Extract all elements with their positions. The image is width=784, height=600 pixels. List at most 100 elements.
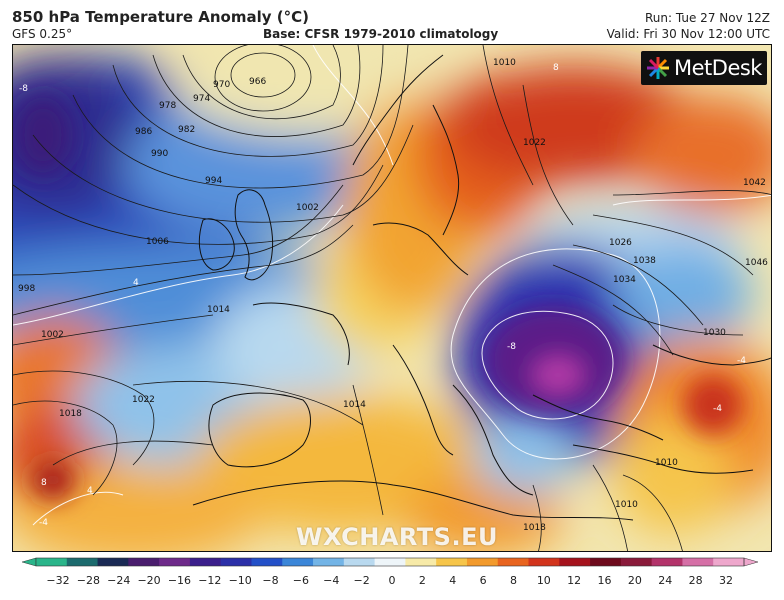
anomaly-label: -8 xyxy=(507,342,516,352)
isobar-label: 1034 xyxy=(613,275,636,285)
colorbar-tick-label: 24 xyxy=(658,574,672,587)
colorbar-tick-label: 32 xyxy=(719,574,733,587)
colorbar-tick-label: −10 xyxy=(229,574,252,587)
isobar-label: 1002 xyxy=(41,330,64,340)
metdesk-logo-text: MetDesk xyxy=(674,56,762,80)
colorbar-ticks: −32 −28 −24 −20 −16 −12 −10 −8 −6 −4 −2 0 2 4 6 8 10 12 16… xyxy=(46,574,733,587)
colorbar-swatch xyxy=(189,558,222,566)
colorbar-swatch xyxy=(282,558,314,566)
colorbar-swatch xyxy=(528,558,560,566)
colorbar-tick-label: 6 xyxy=(480,574,487,587)
isobars xyxy=(13,45,771,551)
colorbar-swatch xyxy=(343,558,376,566)
isobar-label: 1030 xyxy=(703,328,726,338)
colorbar-swatch xyxy=(651,558,683,566)
colorbar-tick-label: 12 xyxy=(567,574,581,587)
colorbar-swatch xyxy=(220,558,252,566)
metdesk-logo: MetDesk xyxy=(641,51,767,85)
anomaly-map: 966 970 974 978 982 986 990 994 998 1002… xyxy=(12,44,772,552)
isobar-label: 994 xyxy=(205,176,222,186)
isobar-label: 990 xyxy=(151,149,168,159)
colorbar-tick-label: −6 xyxy=(293,574,309,587)
isobar-labels: 966 970 974 978 982 986 990 994 998 1002… xyxy=(18,58,768,533)
isobar-label: 1014 xyxy=(343,400,366,410)
isobar-label: 1046 xyxy=(745,258,768,268)
colorbar-swatch xyxy=(436,558,468,566)
colorbar-swatch xyxy=(466,558,499,566)
isobar-label: 1002 xyxy=(296,203,319,213)
isobar-label: 1010 xyxy=(493,58,516,68)
isobar-label: 966 xyxy=(249,77,266,87)
isobar-label: 1018 xyxy=(523,523,546,533)
isobar-label: 1042 xyxy=(743,178,766,188)
colorbar-swatch xyxy=(620,558,653,566)
colorbar-swatch xyxy=(497,558,530,566)
climatology-base-label: Base: CFSR 1979-2010 climatology xyxy=(263,27,499,41)
colorbar: −32 −28 −24 −20 −16 −12 −10 −8 −6 −4 −2 0 2 4 6 8 10 12 16… xyxy=(21,557,759,587)
colorbar-swatch xyxy=(682,558,714,566)
colorbar-tick-label: −20 xyxy=(137,574,160,587)
colorbar-tick-label: 16 xyxy=(598,574,612,587)
colorbar-tick-label: 0 xyxy=(389,574,396,587)
isobar-label: 1026 xyxy=(609,238,632,248)
isobar-label: 1022 xyxy=(132,395,155,405)
colorbar-swatch xyxy=(251,558,283,566)
colorbar-tick-label: 10 xyxy=(537,574,551,587)
colorbar-swatches xyxy=(21,557,759,567)
colorbar-swatch xyxy=(590,558,622,566)
colorbar-swatch xyxy=(128,558,160,566)
isobar-label: 1022 xyxy=(523,138,546,148)
isobar-label: 998 xyxy=(18,284,35,294)
isobar-label: 982 xyxy=(178,125,195,135)
colorbar-swatch xyxy=(97,558,129,566)
anomaly-label: -4 xyxy=(39,518,48,528)
colorbar-tick-label: −28 xyxy=(77,574,100,587)
coastlines xyxy=(192,54,771,521)
anomaly-label: -8 xyxy=(19,84,28,94)
isobar-label: 1010 xyxy=(615,500,638,510)
chart-title: 850 hPa Temperature Anomaly (°C) xyxy=(12,8,309,26)
colorbar-tick-label: −12 xyxy=(198,574,221,587)
colorbar-tick-label: 2 xyxy=(419,574,426,587)
colorbar-tick-label: −32 xyxy=(46,574,69,587)
colorbar-tick-label: −16 xyxy=(168,574,191,587)
isobar-label: 1018 xyxy=(59,409,82,419)
anomaly-label: 8 xyxy=(41,478,47,488)
colorbar-swatch xyxy=(405,558,437,566)
colorbar-swatch xyxy=(559,558,591,566)
isobar-label: 978 xyxy=(159,101,176,111)
colorbar-swatch xyxy=(159,558,191,566)
isobar-label: 986 xyxy=(135,127,152,137)
wxcharts-watermark: WXCHARTS.EU xyxy=(296,523,498,551)
colorbar-tick-label: 4 xyxy=(449,574,456,587)
colorbar-tick-label: −4 xyxy=(323,574,339,587)
anomaly-contours xyxy=(13,45,771,526)
colorbar-tick-label: 20 xyxy=(628,574,642,587)
anomaly-label: 4 xyxy=(87,486,93,496)
anomaly-label: 8 xyxy=(553,63,559,73)
colorbar-swatch xyxy=(36,558,68,566)
colorbar-swatch xyxy=(374,558,406,566)
colorbar-tick-label: −8 xyxy=(262,574,278,587)
anomaly-label: -4 xyxy=(737,356,746,366)
isobar-label: 970 xyxy=(213,80,230,90)
colorbar-swatch xyxy=(313,558,345,566)
colorbar-tick-label: 8 xyxy=(510,574,517,587)
anomaly-label: -4 xyxy=(713,404,722,414)
anomaly-labels: -8 4 4 8 -4 -8 8 -4 -4 xyxy=(19,63,746,528)
anomaly-label: 4 xyxy=(133,278,139,288)
isobar-label: 974 xyxy=(193,94,210,104)
colorbar-tick-label: −2 xyxy=(354,574,370,587)
isobar-label: 1006 xyxy=(146,237,169,247)
colorbar-swatch xyxy=(713,558,745,566)
run-time-label: Run: Tue 27 Nov 12Z xyxy=(645,11,770,25)
valid-time-label: Valid: Fri 30 Nov 12:00 UTC xyxy=(606,27,770,41)
colorbar-swatch xyxy=(66,558,99,566)
isobar-label: 1038 xyxy=(633,256,656,266)
colorbar-frame xyxy=(35,557,745,567)
temperature-anomaly-field xyxy=(13,45,771,551)
isobar-label: 1010 xyxy=(655,458,678,468)
colorbar-min-arrow xyxy=(21,557,37,567)
metdesk-starburst-icon xyxy=(647,57,669,79)
map-canvas: 966 970 974 978 982 986 990 994 998 1002… xyxy=(13,45,771,551)
